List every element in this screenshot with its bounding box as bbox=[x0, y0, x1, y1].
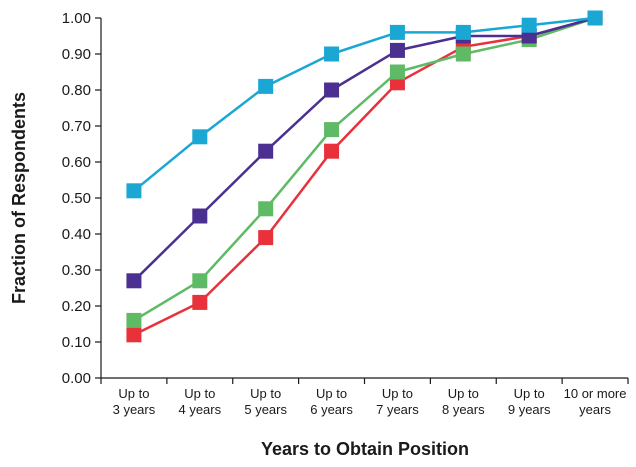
x-tick-label: Up to 5 years bbox=[244, 386, 287, 417]
series-line bbox=[133, 16, 596, 336]
y-tick-label: 0.50 bbox=[62, 190, 91, 207]
series-3 bbox=[126, 10, 603, 328]
data-point-marker bbox=[126, 327, 142, 343]
y-axis: 0.00 0.10 0.20 0.30 0.40 0.50 0.60 0.70 0.80 0.90… bbox=[62, 10, 102, 387]
data-point-marker bbox=[192, 208, 208, 224]
series-line bbox=[133, 16, 596, 322]
y-tick-label: 0.60 bbox=[62, 154, 91, 171]
y-tick-label: 0.70 bbox=[62, 118, 91, 135]
data-point-marker bbox=[324, 143, 340, 159]
y-tick-label: 0.40 bbox=[62, 226, 91, 243]
series-line bbox=[133, 16, 596, 192]
series-2 bbox=[126, 10, 603, 289]
x-tick-label: Up to 9 years bbox=[508, 386, 551, 417]
y-tick-label: 0.30 bbox=[62, 262, 91, 279]
data-point-marker bbox=[126, 312, 142, 328]
x-axis-title: Years to Obtain Position bbox=[261, 439, 469, 459]
data-point-marker bbox=[521, 17, 537, 33]
data-point-marker bbox=[258, 230, 274, 246]
data-point-marker bbox=[455, 46, 471, 62]
data-point-marker bbox=[389, 24, 405, 40]
x-tick-label: Up to 3 years bbox=[113, 386, 156, 417]
x-tick-label: Up to 8 years bbox=[442, 386, 485, 417]
y-tick-label: 0.90 bbox=[62, 46, 91, 63]
data-point-marker bbox=[126, 183, 142, 199]
x-axis: Up to 3 years Up to 4 years Up to 5 years Up t… bbox=[100, 377, 629, 417]
series-1 bbox=[126, 10, 603, 199]
data-point-marker bbox=[126, 273, 142, 289]
y-tick-label: 0.80 bbox=[62, 82, 91, 99]
data-point-marker bbox=[192, 129, 208, 145]
series-group bbox=[126, 10, 603, 343]
data-point-marker bbox=[324, 122, 340, 138]
y-tick-label: 0.20 bbox=[62, 298, 91, 315]
y-tick-label: 0.00 bbox=[62, 370, 91, 387]
data-point-marker bbox=[258, 143, 274, 159]
y-axis-title: Fraction of Respondents bbox=[9, 92, 29, 304]
x-tick-label: Up to 4 years bbox=[178, 386, 221, 417]
series-4 bbox=[126, 10, 603, 343]
data-point-marker bbox=[587, 10, 603, 26]
data-point-marker bbox=[389, 64, 405, 80]
x-tick-label: Up to 6 years bbox=[310, 386, 353, 417]
data-point-marker bbox=[455, 24, 471, 40]
data-point-marker bbox=[389, 42, 405, 58]
x-tick-label: 10 or more years bbox=[564, 386, 627, 417]
data-point-marker bbox=[192, 273, 208, 289]
x-tick-label: Up to 7 years bbox=[376, 386, 419, 417]
y-tick-label: 0.10 bbox=[62, 334, 91, 351]
series-line bbox=[133, 16, 596, 282]
data-point-marker bbox=[324, 46, 340, 62]
data-point-marker bbox=[324, 82, 340, 98]
data-point-marker bbox=[192, 294, 208, 310]
data-point-marker bbox=[258, 201, 274, 217]
data-point-marker bbox=[258, 78, 274, 94]
y-tick-label: 1.00 bbox=[62, 10, 91, 27]
